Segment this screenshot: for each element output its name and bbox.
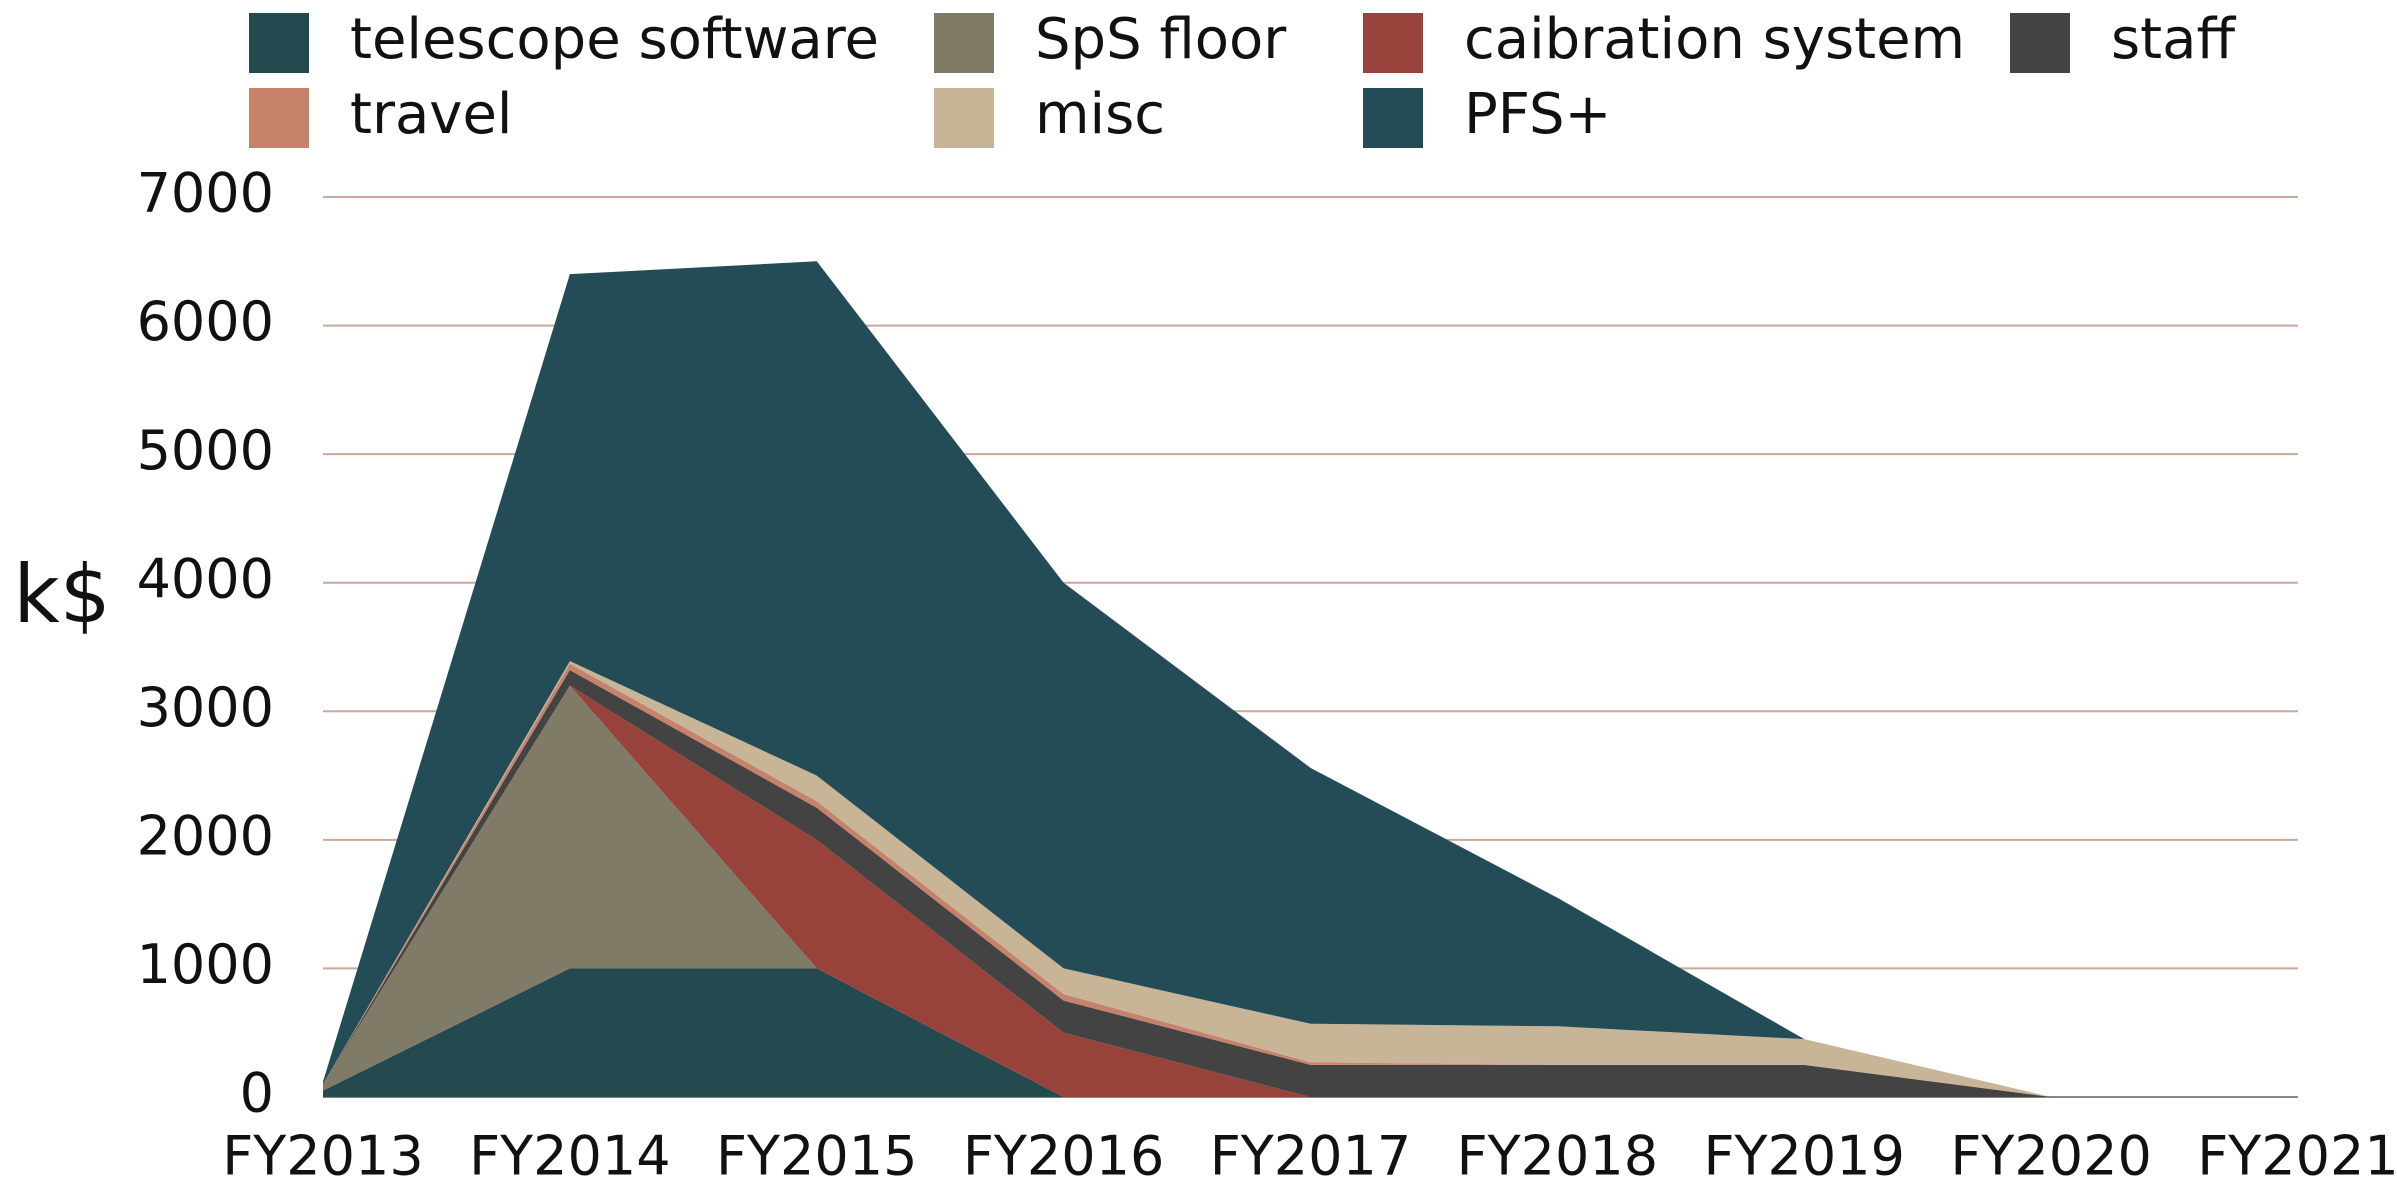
legend-label: travel: [350, 82, 512, 147]
y-tick-label: 6000: [137, 290, 274, 353]
y-tick-label: 1000: [137, 933, 274, 996]
legend-label: telescope software: [350, 7, 879, 72]
x-tick-label: FY2015: [716, 1125, 917, 1183]
legend-label: caibration system: [1464, 7, 1965, 72]
x-tick-label: FY2016: [963, 1125, 1164, 1183]
x-tick-label: FY2020: [1950, 1125, 2151, 1183]
x-tick-label: FY2021: [2197, 1125, 2397, 1183]
y-tick-label: 2000: [137, 804, 274, 867]
area: [323, 968, 2298, 1097]
x-tick-label: FY2014: [469, 1125, 670, 1183]
legend-swatch: [934, 88, 994, 148]
legend-swatch: [1363, 13, 1423, 73]
legend-swatch: [1363, 88, 1423, 148]
legend-label: misc: [1035, 82, 1165, 147]
y-tick-label: 3000: [137, 676, 274, 739]
x-tick-label: FY2018: [1457, 1125, 1658, 1183]
x-tick-label: FY2013: [222, 1125, 423, 1183]
x-tick-label: FY2019: [1704, 1125, 1905, 1183]
legend-swatch: [249, 13, 309, 73]
y-tick-label: 0: [240, 1062, 274, 1125]
legend-label: SpS floor: [1035, 7, 1287, 72]
legend-swatch: [2010, 13, 2070, 73]
legend-swatch: [934, 13, 994, 73]
y-tick-label: 5000: [137, 419, 274, 482]
x-tick-label: FY2017: [1210, 1125, 1411, 1183]
area: [323, 685, 2298, 1097]
legend-label: PFS+: [1464, 82, 1611, 147]
y-tick-label: 7000: [137, 162, 274, 225]
legend-label: staff: [2111, 7, 2236, 72]
y-axis-label: k$: [13, 548, 110, 641]
y-tick-label: 4000: [137, 547, 274, 610]
legend-swatch: [249, 88, 309, 148]
area: [323, 261, 2298, 1097]
